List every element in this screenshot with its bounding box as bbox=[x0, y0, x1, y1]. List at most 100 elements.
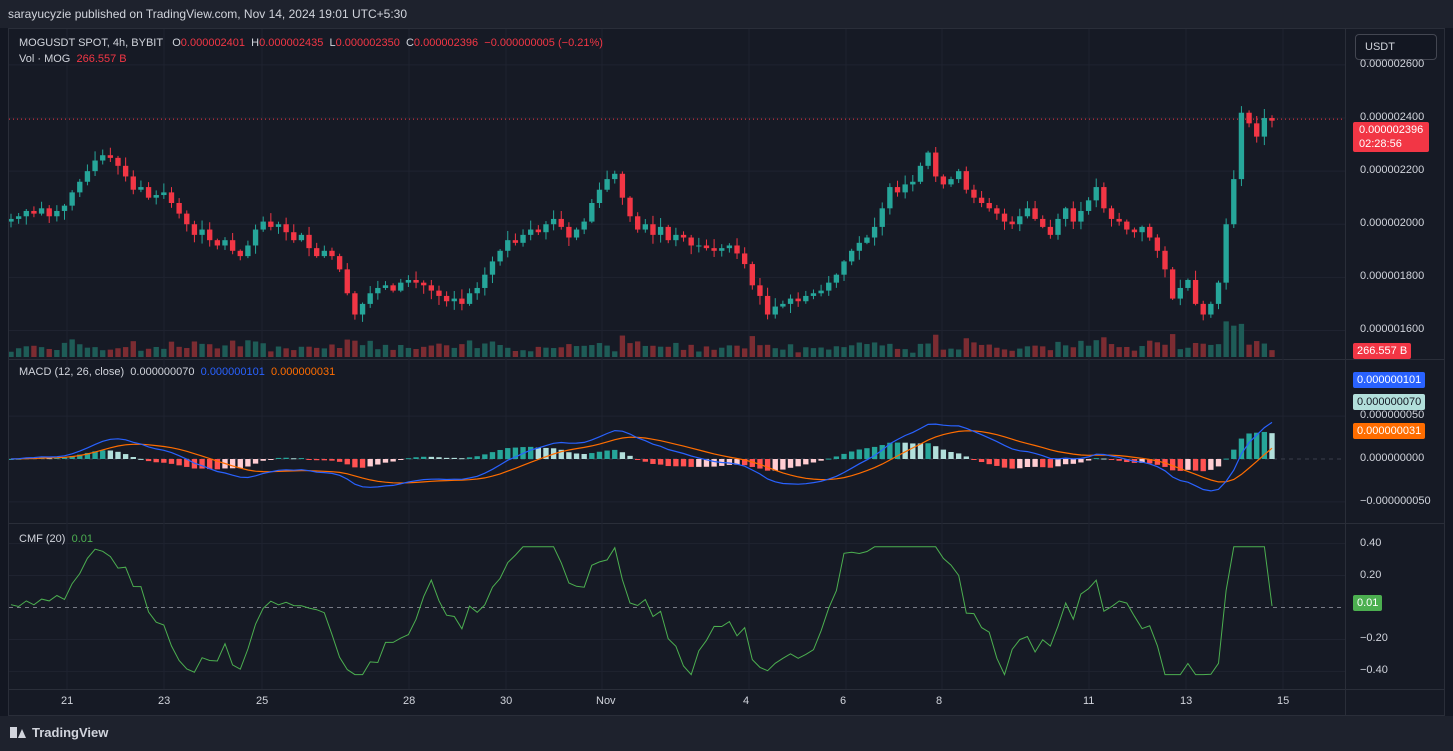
macd-hist-bar bbox=[1124, 459, 1130, 463]
macd-hist-bar bbox=[665, 459, 671, 467]
volume-bar bbox=[1017, 348, 1023, 357]
tradingview-logo[interactable]: TradingView bbox=[10, 725, 108, 740]
candle-body bbox=[1124, 221, 1130, 230]
candle-body bbox=[291, 232, 297, 241]
volume-bar bbox=[46, 348, 52, 357]
volume-bar bbox=[627, 343, 633, 357]
tradingview-icon bbox=[10, 727, 27, 738]
macd-hist-bar bbox=[145, 459, 152, 462]
high-value: 0.000002435 bbox=[259, 37, 324, 49]
candle-body bbox=[925, 152, 931, 166]
candle-body bbox=[443, 295, 450, 302]
volume-bar bbox=[1223, 321, 1229, 357]
volume-bar bbox=[573, 346, 580, 357]
macd-hist-bar bbox=[115, 451, 121, 459]
macd-hist-bar bbox=[543, 447, 549, 459]
macd-title[interactable]: MACD (12, 26, close) bbox=[19, 366, 125, 378]
macd-hist-bar bbox=[352, 459, 358, 468]
volume-bar bbox=[1208, 344, 1214, 357]
macd-hist-bar bbox=[1078, 459, 1084, 463]
open-label: O bbox=[172, 37, 181, 49]
macd-hist-bar bbox=[917, 443, 924, 459]
candle-body bbox=[367, 293, 373, 304]
time-tick-label: 13 bbox=[1180, 695, 1193, 707]
candle-body bbox=[589, 203, 595, 222]
candle-body bbox=[642, 224, 648, 230]
volume-bar bbox=[841, 347, 847, 357]
cmf-title[interactable]: CMF (20) bbox=[19, 533, 66, 545]
publish-text: sarayucyzie published on TradingView.com… bbox=[8, 7, 408, 21]
time-tick-label: 4 bbox=[743, 695, 750, 707]
volume-bar bbox=[612, 351, 618, 357]
volume-bar bbox=[421, 346, 427, 357]
candle-body bbox=[9, 218, 14, 222]
candle-body bbox=[451, 298, 457, 302]
macd-hist-bar bbox=[482, 454, 488, 459]
candle-body bbox=[902, 184, 908, 193]
symbol-label[interactable]: MOGUSDT SPOT, 4h, BYBIT bbox=[19, 37, 164, 49]
candle-body bbox=[375, 287, 381, 294]
volume-label[interactable]: Vol · MOG bbox=[19, 53, 71, 65]
candle-body bbox=[107, 155, 114, 158]
volume-bar bbox=[1032, 345, 1038, 357]
macd-hist-bar bbox=[252, 459, 259, 464]
candle-body bbox=[1085, 200, 1092, 211]
macd-hist-bar bbox=[1192, 459, 1199, 471]
volume-bar bbox=[787, 344, 794, 357]
macd-hist-bar bbox=[1024, 459, 1031, 468]
macd-hist-bar bbox=[925, 443, 931, 459]
volume-bar bbox=[176, 346, 182, 357]
macd-hist-bar bbox=[214, 459, 221, 470]
candle-body bbox=[1078, 210, 1084, 222]
candle-body bbox=[214, 240, 221, 246]
cmf-legend: CMF (20) 0.01 bbox=[19, 533, 93, 545]
candle-body bbox=[978, 197, 985, 203]
macd-hist-bar bbox=[291, 458, 297, 460]
macd-hist-bar bbox=[864, 448, 870, 459]
volume-bar bbox=[780, 349, 786, 357]
volume-bar bbox=[902, 349, 908, 357]
macd-pill-text: 0.000000101 bbox=[1357, 374, 1422, 386]
candle-body bbox=[184, 213, 190, 225]
candle-body bbox=[650, 224, 656, 235]
candle-body bbox=[543, 224, 549, 233]
candle-body bbox=[413, 280, 419, 283]
volume-bar bbox=[764, 344, 771, 357]
volume-bar bbox=[558, 347, 564, 357]
macd-hist-bar bbox=[795, 459, 801, 467]
volume-bar bbox=[894, 348, 901, 357]
chart-canvas[interactable] bbox=[9, 29, 1445, 716]
volume-bar bbox=[1124, 346, 1130, 357]
currency-button[interactable]: USDT bbox=[1355, 34, 1437, 60]
price-tick-label: 0.000002600 bbox=[1360, 57, 1425, 70]
volume-bar bbox=[1040, 346, 1046, 357]
candle-body bbox=[46, 208, 52, 217]
volume-bar bbox=[933, 334, 939, 357]
macd-hist-bar bbox=[138, 458, 144, 460]
time-tick-label: 25 bbox=[256, 695, 269, 707]
candle-body bbox=[1215, 282, 1222, 304]
volume-bar bbox=[1238, 323, 1245, 357]
candle-body bbox=[23, 210, 29, 217]
volume-bar bbox=[955, 349, 962, 357]
volume-bar bbox=[23, 346, 29, 357]
macd-hist-bar bbox=[466, 457, 473, 459]
candle-body bbox=[1154, 237, 1161, 251]
macd-hist-bar bbox=[184, 459, 190, 467]
volume-bar bbox=[405, 347, 412, 357]
candle-body bbox=[122, 165, 129, 177]
macd-hist-bar bbox=[275, 457, 282, 459]
volume-bar bbox=[199, 343, 205, 357]
macd-hist-bar bbox=[726, 459, 733, 465]
candle-body bbox=[115, 157, 121, 166]
macd-hist-bar bbox=[1223, 458, 1229, 460]
macd-hist-bar bbox=[130, 457, 136, 459]
candle-body bbox=[1001, 213, 1008, 222]
candle-body bbox=[398, 282, 404, 291]
macd-hist-bar bbox=[512, 447, 519, 459]
chart-area[interactable]: MOGUSDT SPOT, 4h, BYBIT O0.000002401 H0.… bbox=[8, 28, 1445, 716]
volume-value: 266.557 B bbox=[76, 53, 127, 65]
candle-body bbox=[336, 256, 343, 270]
macd-hist-bar bbox=[1269, 433, 1275, 459]
macd-hist-bar bbox=[772, 459, 778, 471]
